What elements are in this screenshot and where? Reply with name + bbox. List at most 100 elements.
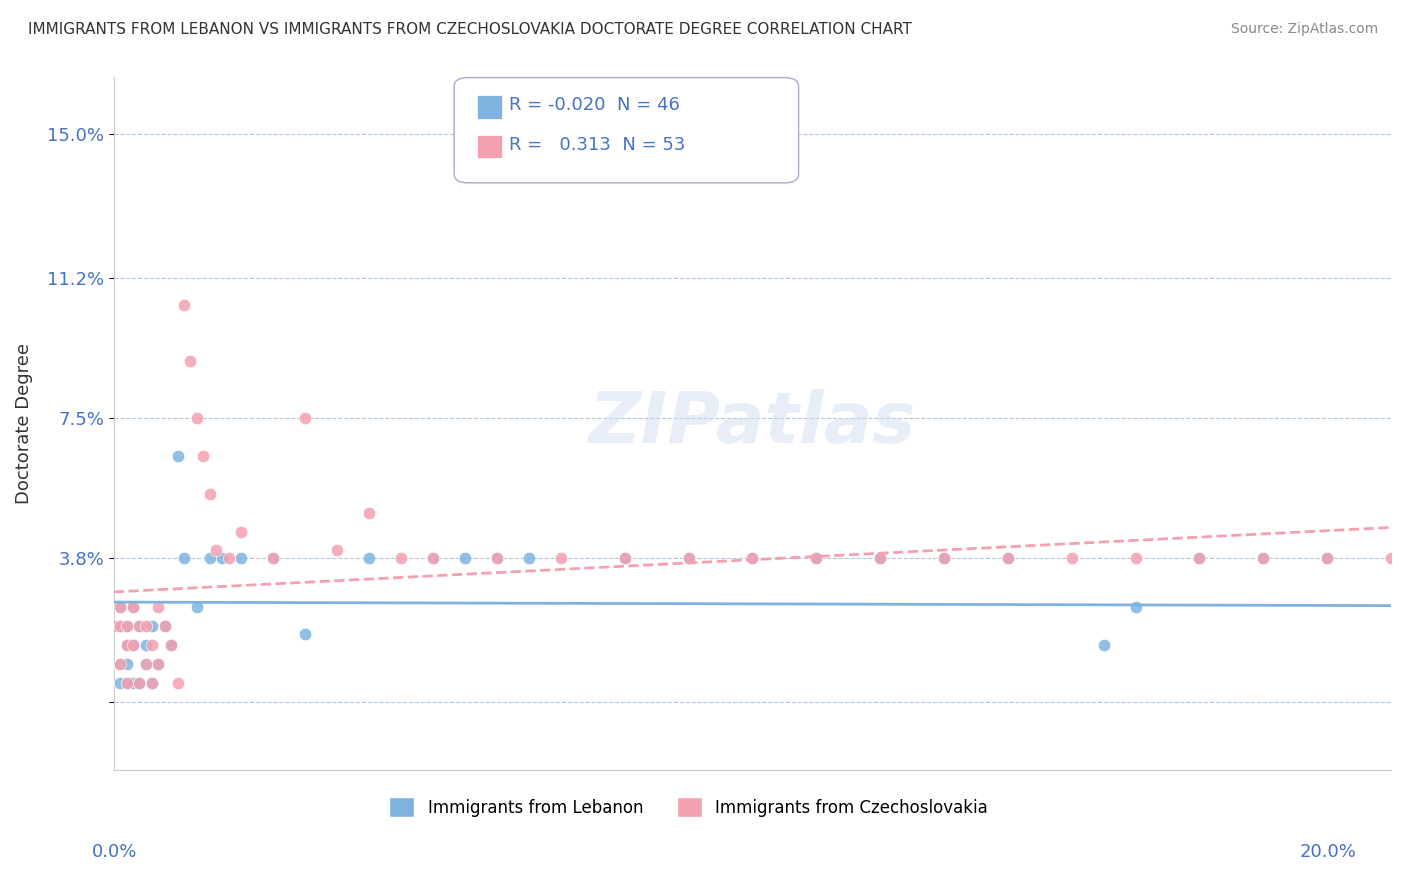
Point [186,600,208,615]
Legend: Immigrants from Lebanon, Immigrants from Czechoslovakia: Immigrants from Lebanon, Immigrants from… [382,790,994,824]
Point [932,551,955,566]
Point [231,524,253,539]
Point [198,551,221,566]
Point [326,543,349,558]
Text: 20.0%: 20.0% [1301,843,1357,861]
Point [108,619,131,633]
Point [153,619,176,633]
Text: ZIPatlas: ZIPatlas [589,389,917,458]
Point [1251,551,1274,566]
Point [485,551,508,566]
Point [741,551,763,566]
Point [1251,551,1274,566]
Text: 0.0%: 0.0% [91,843,136,861]
Point [205,543,228,558]
Point [454,551,477,566]
Text: IMMIGRANTS FROM LEBANON VS IMMIGRANTS FROM CZECHOSLOVAKIA DOCTORATE DEGREE CORRE: IMMIGRANTS FROM LEBANON VS IMMIGRANTS FR… [28,22,912,37]
Point [932,551,955,566]
Point [1125,551,1147,566]
Point [108,657,131,671]
Point [103,619,125,633]
Point [148,657,170,671]
Point [1060,551,1083,566]
Point [1379,551,1402,566]
Point [160,638,183,652]
Point [148,600,170,615]
Point [741,551,763,566]
Point [122,676,145,690]
Point [115,676,138,690]
Point [108,600,131,615]
Y-axis label: Doctorate Degree: Doctorate Degree [15,343,32,504]
Point [115,619,138,633]
Point [108,619,131,633]
Point [389,551,412,566]
Point [135,657,157,671]
Point [135,638,157,652]
Point [122,638,145,652]
Point [1092,638,1115,652]
Point [122,600,145,615]
Point [869,551,891,566]
Point [166,676,188,690]
Point [115,676,138,690]
Point [148,657,170,671]
Point [517,551,540,566]
Point [422,551,444,566]
Point [294,411,316,425]
Point [108,676,131,690]
Point [122,600,145,615]
Point [997,551,1019,566]
Point [115,638,138,652]
Point [115,619,138,633]
Point [806,551,828,566]
Point [135,619,157,633]
Point [108,657,131,671]
Point [173,551,195,566]
Point [179,354,201,368]
Point [141,676,163,690]
Text: R = -0.020  N = 46: R = -0.020 N = 46 [509,96,681,114]
Point [128,619,150,633]
Point [128,619,150,633]
Point [294,626,316,640]
Point [485,551,508,566]
Point [153,619,176,633]
Point [422,551,444,566]
Point [1316,551,1339,566]
Text: R =   0.313  N = 53: R = 0.313 N = 53 [509,136,685,153]
Point [678,551,700,566]
Point [108,600,131,615]
Point [997,551,1019,566]
Point [262,551,284,566]
Point [166,449,188,463]
Point [141,638,163,652]
Point [191,449,214,463]
Point [186,411,208,425]
Point [806,551,828,566]
Point [128,676,150,690]
Point [262,551,284,566]
Point [211,551,233,566]
Point [141,619,163,633]
Point [128,676,150,690]
Point [231,551,253,566]
Point [613,551,636,566]
Point [1316,551,1339,566]
Point [218,551,240,566]
Point [359,506,381,520]
Point [359,551,381,566]
Text: Source: ZipAtlas.com: Source: ZipAtlas.com [1230,22,1378,37]
Point [678,551,700,566]
Point [115,638,138,652]
Point [869,551,891,566]
Point [160,638,183,652]
Point [613,551,636,566]
Point [198,487,221,501]
Point [173,297,195,311]
Point [122,638,145,652]
Point [135,657,157,671]
Point [103,619,125,633]
Point [1188,551,1211,566]
Point [141,676,163,690]
